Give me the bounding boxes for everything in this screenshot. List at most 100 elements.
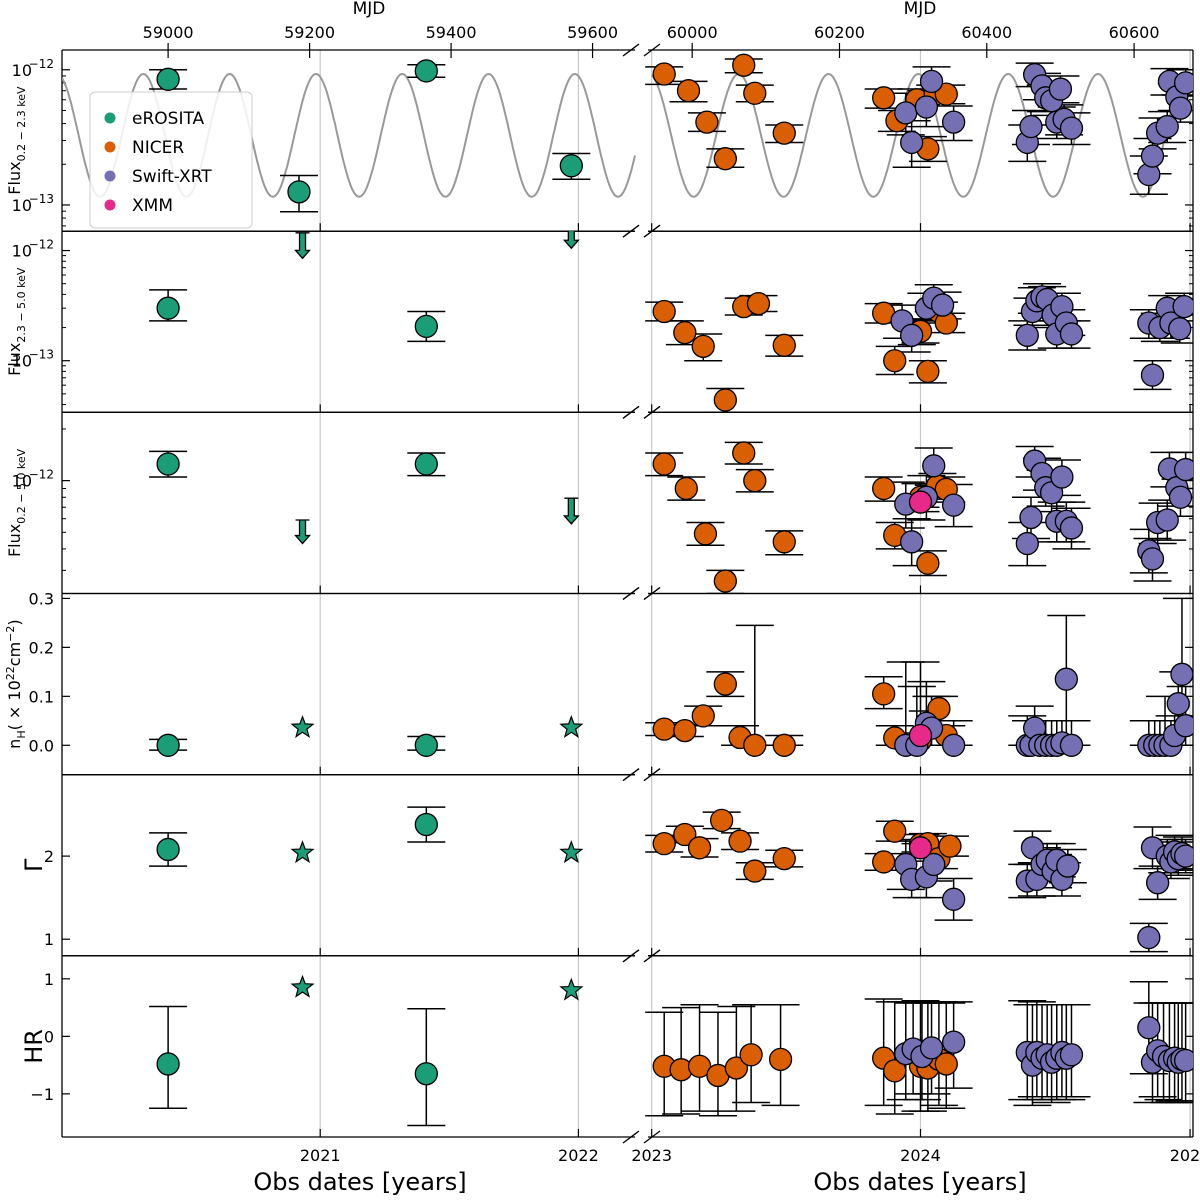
y-axis-label: nH( × 1022cm−2) xyxy=(4,619,28,748)
data-point-nicer xyxy=(746,291,771,316)
data-point-erosita xyxy=(156,67,180,91)
data-point-swiftxrt xyxy=(1140,547,1165,571)
data-point-swiftxrt xyxy=(941,110,966,134)
legend-box xyxy=(89,91,253,229)
data-point-nicer xyxy=(673,320,697,345)
y-tick-label: 0 xyxy=(44,1027,54,1046)
data-point-swiftxrt xyxy=(922,454,946,478)
axis-break-mark xyxy=(643,43,661,57)
mjd-tick-label: 60600 xyxy=(1109,23,1160,42)
y-tick-label: 0.1 xyxy=(29,687,54,706)
y-tick-label: 2 xyxy=(44,847,54,866)
data-point-nicer xyxy=(673,718,697,743)
data-point-swiftxrt xyxy=(1166,692,1190,716)
mjd-tick-label: 60200 xyxy=(814,23,865,42)
data-point-swiftxrt xyxy=(1056,854,1080,878)
panel-data-layer xyxy=(149,974,1193,1127)
data-point-nicer xyxy=(772,846,796,871)
data-point-swiftxrt xyxy=(930,293,955,317)
y-axis-label-subscript: H xyxy=(15,730,28,738)
data-point-swiftxrt xyxy=(941,493,966,517)
data-point-nicer xyxy=(916,359,940,384)
data-point-erosita xyxy=(156,296,180,320)
data-point-swiftxrt xyxy=(1019,505,1043,530)
data-point-nicer xyxy=(872,86,896,110)
mjd-tick-label: 59200 xyxy=(284,23,335,42)
data-point-nicer xyxy=(934,1052,958,1076)
top-axis-label-left: MJD xyxy=(353,0,386,19)
data-point-nicer xyxy=(691,334,715,359)
data-point-swiftxrt xyxy=(922,852,946,877)
data-point-swiftxrt xyxy=(1015,531,1039,556)
fixed-parameter-star xyxy=(290,840,315,864)
data-point-xmm xyxy=(908,836,933,860)
mjd-tick-label: 60400 xyxy=(961,23,1012,42)
data-point-erosita xyxy=(156,837,180,862)
data-point-erosita xyxy=(414,1062,438,1086)
legend-swatch-xmm xyxy=(104,199,116,211)
legend-swatch-swiftxrt xyxy=(104,170,116,182)
mjd-tick-label: 59400 xyxy=(426,23,477,42)
axis-break-gap xyxy=(635,408,648,417)
y-tick-exponent: −12 xyxy=(29,57,54,71)
data-point-nicer xyxy=(709,808,734,833)
data-point-nicer xyxy=(732,53,756,77)
axis-break-mark xyxy=(622,224,640,238)
y-tick-label: 10 xyxy=(12,352,32,371)
data-point-swiftxrt xyxy=(1019,114,1043,139)
panel-data-layer xyxy=(62,53,1193,213)
data-point-swiftxrt xyxy=(1059,516,1084,540)
y-tick-label: 1 xyxy=(44,930,54,949)
bottom-axis-label-left: Obs dates [years] xyxy=(253,1168,466,1196)
legend-swatch-nicer xyxy=(104,141,116,153)
data-point-erosita xyxy=(414,59,438,83)
year-tick-label: 2022 xyxy=(558,1146,599,1165)
data-point-swiftxrt xyxy=(1173,1048,1193,1073)
y-axis-label-part: −2 xyxy=(4,626,17,642)
upper-limit-arrow xyxy=(562,497,580,525)
data-point-swiftxrt xyxy=(919,1036,944,1060)
data-point-swiftxrt xyxy=(1137,1016,1161,1040)
data-point-nicer xyxy=(872,850,896,874)
data-point-nicer xyxy=(883,1059,907,1083)
data-point-swiftxrt xyxy=(941,733,966,757)
data-point-nicer xyxy=(687,1054,712,1078)
y-axis-label-subscript: 0.2 − 5.0 keV xyxy=(15,448,28,523)
year-tick-label: 2025 xyxy=(1170,1146,1200,1165)
data-point-nicer xyxy=(695,110,719,134)
panel-data-layer xyxy=(149,806,1193,953)
axis-break-mark xyxy=(622,1130,640,1144)
axis-break-mark xyxy=(643,586,661,601)
data-point-swiftxrt xyxy=(900,130,924,155)
data-point-nicer xyxy=(652,452,676,476)
legend-label: eROSITA xyxy=(132,109,205,129)
axis-break-mark xyxy=(622,405,640,419)
data-point-swiftxrt xyxy=(1168,485,1193,509)
data-point-nicer xyxy=(934,82,958,106)
data-point-nicer xyxy=(674,476,698,501)
panel-data-layer xyxy=(149,441,1193,594)
fixed-parameter-star xyxy=(290,974,315,998)
axis-break-gap xyxy=(635,46,648,54)
axis-break-mark xyxy=(622,586,640,601)
data-point-nicer xyxy=(691,704,715,728)
data-point-swiftxrt xyxy=(1173,71,1193,95)
data-point-swiftxrt xyxy=(1170,662,1193,686)
y-axis-label-part: cm xyxy=(5,642,24,666)
panel-gamma: 1 2Γ xyxy=(20,768,1194,963)
data-point-swiftxrt xyxy=(1173,457,1193,482)
y-axis-label-part: ) xyxy=(5,619,24,625)
data-point-nicer xyxy=(772,530,796,554)
data-point-nicer xyxy=(916,551,940,575)
y-axis-label: HR xyxy=(20,1029,48,1064)
data-point-nicer xyxy=(732,441,756,465)
data-point-swiftxrt xyxy=(1173,844,1193,868)
axis-break-gap xyxy=(635,770,648,779)
fixed-parameter-star xyxy=(559,714,584,739)
data-point-swiftxrt xyxy=(1140,363,1165,387)
data-point-nicer xyxy=(693,522,718,546)
y-tick-exponent: −13 xyxy=(29,348,54,362)
upper-limit-arrow xyxy=(294,232,311,260)
axis-break-mark xyxy=(622,949,640,963)
